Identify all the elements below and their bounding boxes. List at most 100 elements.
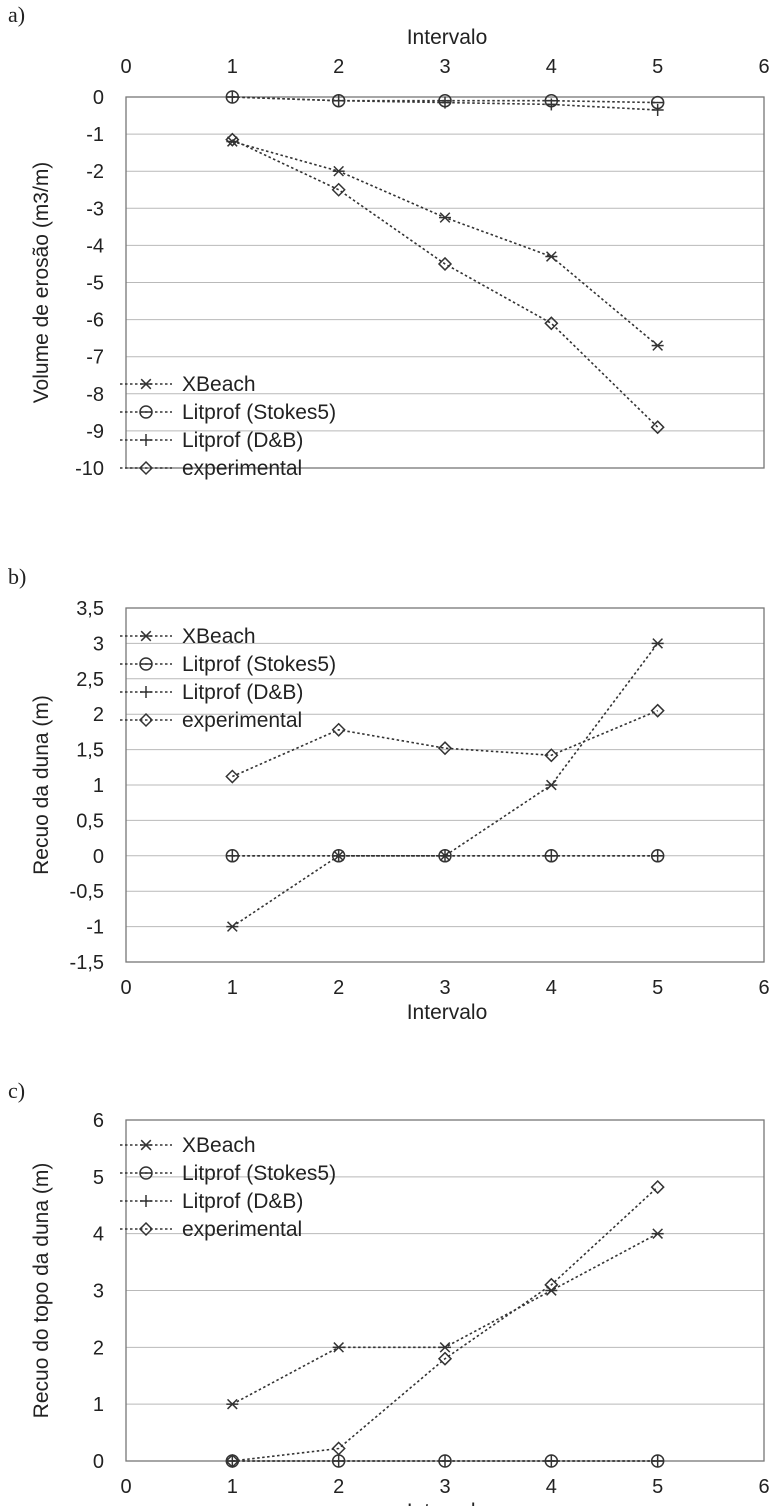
x-tick-label: 2 (333, 1476, 344, 1498)
panel-letter: b) (8, 564, 26, 589)
data-point (331, 722, 346, 737)
data-point (226, 849, 239, 862)
y-tick-label: 3 (93, 1281, 104, 1303)
legend-label: XBeach (182, 1134, 256, 1157)
y-tick-label: -3 (86, 198, 104, 220)
data-point (225, 769, 240, 784)
x-tick-label: 1 (227, 56, 238, 78)
data-point (439, 1455, 451, 1467)
legend-label: experimental (182, 457, 302, 480)
legend-label: Litprof (Stokes5) (182, 401, 336, 424)
legend-marker (138, 712, 154, 728)
data-point (332, 94, 345, 107)
y-tick-label: -4 (86, 235, 104, 257)
series-plus (226, 1455, 664, 1467)
legend-marker (139, 405, 153, 419)
y-tick-label: -1,5 (70, 952, 104, 974)
x-axis-title: Intervalo (407, 26, 488, 49)
y-tick-label: 5 (93, 1167, 104, 1189)
y-axis-title: Recuo do topo da duna (m) (30, 1163, 53, 1419)
legend-entry: Litprof (D&B) (120, 681, 303, 704)
y-tick-label: -0,5 (70, 881, 104, 903)
y-tick-label: 0,5 (76, 810, 104, 832)
legend-entry: experimental (120, 457, 302, 480)
legend-marker (140, 378, 152, 390)
x-tick-label: 5 (652, 977, 663, 999)
legend-entry: XBeach (120, 1134, 256, 1157)
y-tick-label: 2 (93, 704, 104, 726)
legend-entry: Litprof (Stokes5) (120, 401, 336, 424)
x-axis-title: Intervalo (407, 1001, 488, 1024)
data-point (650, 703, 665, 718)
y-tick-label: 4 (93, 1224, 104, 1246)
data-point (651, 103, 664, 116)
series-plus (226, 91, 664, 116)
data-point (332, 165, 345, 177)
legend-entry: Litprof (Stokes5) (120, 1162, 336, 1185)
series-diamond (225, 703, 665, 784)
legend-marker (140, 686, 152, 698)
legend-entry: XBeach (120, 625, 256, 648)
legend-entry: XBeach (120, 373, 256, 396)
data-point (439, 849, 451, 862)
data-point (651, 1228, 664, 1239)
chart-panel-3: c) 6 5 4 3 2 1 00 1 2 3 4 5 6 Intervalo Recuo do topo d… (8, 1078, 770, 1506)
series-line (232, 709, 658, 778)
legend-label: experimental (182, 1218, 302, 1241)
series-diamond (225, 1179, 665, 1469)
y-axis-title: Volume de erosão (m3/m) (30, 162, 53, 404)
y-tick-label: 0 (93, 87, 104, 109)
x-tick-label: 4 (546, 977, 557, 999)
data-point (545, 98, 558, 111)
data-point (650, 1179, 665, 1195)
x-tick-label: 0 (120, 56, 131, 78)
legend-label: Litprof (D&B) (182, 429, 303, 452)
legend-entry: Litprof (D&B) (120, 1190, 303, 1213)
x-tick-label: 2 (333, 977, 344, 999)
legend-marker (140, 1195, 152, 1207)
chart-panel-2: b) 3,5 3 2,5 2 1,5 1 0,5 0 -0,5 -1 -1,5 0 1 2 3 4 5 6 Inter… (8, 564, 770, 1024)
data-point (651, 1455, 664, 1467)
data-point (226, 921, 239, 932)
data-point (545, 849, 558, 862)
y-tick-label: 1 (93, 1394, 104, 1416)
x-tick-label: 2 (333, 56, 344, 78)
data-point (437, 741, 453, 756)
data-point (226, 91, 239, 103)
y-tick-label: -9 (86, 421, 104, 443)
x-tick-label: 3 (439, 56, 450, 78)
y-tick-label: -5 (86, 273, 104, 295)
data-point (439, 212, 451, 223)
y-tick-label: -1 (86, 124, 104, 146)
data-point (331, 1441, 346, 1456)
x-tick-label: 6 (758, 56, 769, 78)
legend: XBeach Litprof (Stokes5) Litprof (D&B) expe… (120, 1134, 336, 1241)
data-point (439, 1342, 451, 1353)
legend-label: XBeach (182, 625, 256, 648)
x-tick-label: 6 (758, 1476, 769, 1498)
y-tick-label: -8 (86, 384, 104, 406)
legend-label: Litprof (Stokes5) (182, 653, 336, 676)
data-point (651, 638, 664, 649)
data-point (225, 1453, 240, 1469)
series-line (232, 96, 658, 111)
y-tick-label: -2 (86, 161, 104, 183)
data-point (651, 340, 664, 351)
x-tick-label: 0 (120, 1476, 131, 1498)
data-point (650, 420, 665, 435)
legend-marker (140, 630, 152, 642)
y-tick-label: 2 (93, 1337, 104, 1359)
y-tick-label: 6 (93, 1110, 104, 1132)
legend-marker (139, 657, 153, 671)
data-point (439, 96, 451, 109)
plot-frame (125, 607, 765, 963)
series-line (232, 1186, 659, 1462)
y-tick-label: 2,5 (76, 669, 104, 691)
data-point (545, 779, 558, 791)
x-tick-label: 4 (546, 1476, 557, 1498)
x-axis-title: Intervalo (407, 1500, 488, 1506)
legend-entry: Litprof (D&B) (120, 429, 303, 452)
data-point (331, 182, 346, 197)
data-point (544, 1277, 559, 1292)
